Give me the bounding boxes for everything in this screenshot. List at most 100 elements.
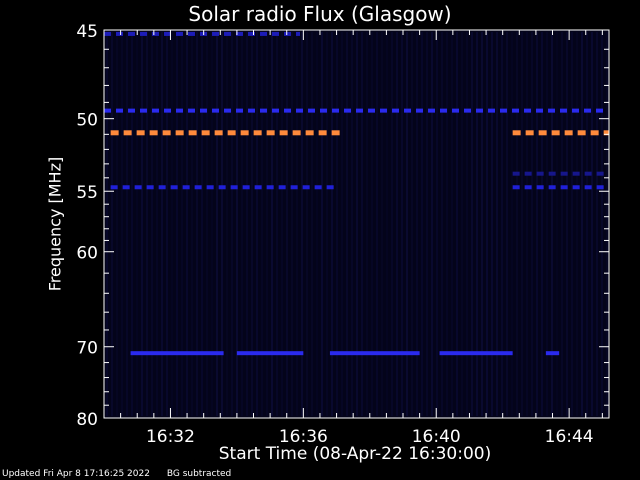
band-segment bbox=[128, 108, 135, 113]
band-segment bbox=[279, 130, 288, 136]
noise-streak bbox=[341, 32, 343, 416]
band-segment bbox=[551, 130, 560, 136]
noise-streak bbox=[536, 32, 538, 416]
noise-streak bbox=[606, 32, 608, 416]
band-segment bbox=[214, 130, 223, 136]
band-segment bbox=[122, 185, 130, 190]
band-segment bbox=[182, 185, 190, 190]
noise-streak bbox=[236, 32, 238, 416]
plot-frame bbox=[103, 29, 610, 419]
band-segment bbox=[162, 130, 171, 136]
band-segment bbox=[278, 185, 286, 190]
band-segment bbox=[194, 185, 202, 190]
noise-streak bbox=[326, 32, 328, 416]
y-tick-label: 70 bbox=[76, 339, 98, 359]
noise-streak bbox=[541, 32, 543, 416]
noise-streak bbox=[206, 32, 208, 416]
noise-streak bbox=[601, 32, 603, 416]
noise-streak bbox=[456, 32, 458, 416]
band-segment bbox=[305, 130, 314, 136]
noise-streak bbox=[336, 32, 338, 416]
band-segment bbox=[236, 351, 304, 356]
noise-streak bbox=[396, 32, 398, 416]
noise-streak bbox=[276, 32, 278, 416]
band-segment bbox=[524, 108, 531, 113]
noise-streak bbox=[361, 32, 363, 416]
noise-streak bbox=[406, 32, 408, 416]
band-segment bbox=[545, 351, 560, 356]
noise-streak bbox=[556, 32, 558, 416]
noise-streak bbox=[546, 32, 548, 416]
band-segment bbox=[488, 108, 495, 113]
band-segment bbox=[164, 31, 171, 36]
band-segment bbox=[236, 31, 243, 36]
noise-streak bbox=[526, 32, 528, 416]
band-segment bbox=[536, 171, 544, 176]
noise-streak bbox=[426, 32, 428, 416]
noise-streak bbox=[436, 32, 438, 416]
band-segment bbox=[512, 171, 520, 176]
band-segment bbox=[452, 108, 459, 113]
noise-streak bbox=[351, 32, 353, 416]
band-segment bbox=[596, 171, 604, 176]
band-segment bbox=[253, 130, 262, 136]
noise-streak bbox=[201, 32, 203, 416]
band-segment bbox=[524, 185, 532, 190]
band-segment bbox=[320, 108, 327, 113]
noise-streak bbox=[296, 32, 298, 416]
noise-streak bbox=[481, 32, 483, 416]
noise-streak bbox=[466, 32, 468, 416]
noise-streak bbox=[591, 32, 593, 416]
band-segment bbox=[464, 108, 471, 113]
noise-streak bbox=[356, 32, 358, 416]
band-segment bbox=[577, 130, 586, 136]
noise-streak bbox=[246, 32, 248, 416]
noise-streak bbox=[596, 32, 598, 416]
band-segment bbox=[224, 31, 231, 36]
band-segment bbox=[254, 185, 262, 190]
noise-streak bbox=[421, 32, 423, 416]
band-segment bbox=[104, 31, 111, 36]
band-segment bbox=[584, 185, 592, 190]
band-segment bbox=[538, 130, 547, 136]
band-segment bbox=[290, 185, 298, 190]
noise-streak bbox=[471, 32, 473, 416]
band-segment bbox=[332, 108, 339, 113]
noise-streak bbox=[461, 32, 463, 416]
noise-streak bbox=[116, 32, 118, 416]
band-segment bbox=[572, 185, 580, 190]
noise-streak bbox=[256, 32, 258, 416]
noise-streak bbox=[291, 32, 293, 416]
noise-streak bbox=[316, 32, 318, 416]
background-note: BG subtracted bbox=[166, 469, 232, 479]
noise-streak bbox=[226, 32, 228, 416]
noise-streak bbox=[441, 32, 443, 416]
noise-streak bbox=[576, 32, 578, 416]
noise-streak bbox=[416, 32, 418, 416]
noise-streak bbox=[146, 32, 148, 416]
band-segment bbox=[329, 351, 420, 356]
band-segment bbox=[296, 31, 301, 36]
band-segment bbox=[331, 130, 340, 136]
noise-streak bbox=[561, 32, 563, 416]
band-segment bbox=[218, 185, 226, 190]
band-segment bbox=[564, 130, 573, 136]
band-segment bbox=[596, 185, 604, 190]
band-segment bbox=[308, 108, 315, 113]
band-segment bbox=[146, 185, 154, 190]
band-segment bbox=[356, 108, 363, 113]
band-segment bbox=[236, 108, 243, 113]
noise-streak bbox=[186, 32, 188, 416]
noise-streak bbox=[216, 32, 218, 416]
noise-streak bbox=[251, 32, 253, 416]
noise-streak bbox=[111, 32, 113, 416]
y-tick-label: 55 bbox=[76, 183, 98, 203]
band-segment bbox=[380, 108, 387, 113]
noise-streak bbox=[506, 32, 508, 416]
band-segment bbox=[603, 130, 609, 136]
noise-streak bbox=[376, 32, 378, 416]
noise-streak bbox=[331, 32, 333, 416]
y-tick-label: 80 bbox=[76, 410, 98, 430]
band-segment bbox=[248, 108, 255, 113]
band-segment bbox=[130, 351, 224, 356]
